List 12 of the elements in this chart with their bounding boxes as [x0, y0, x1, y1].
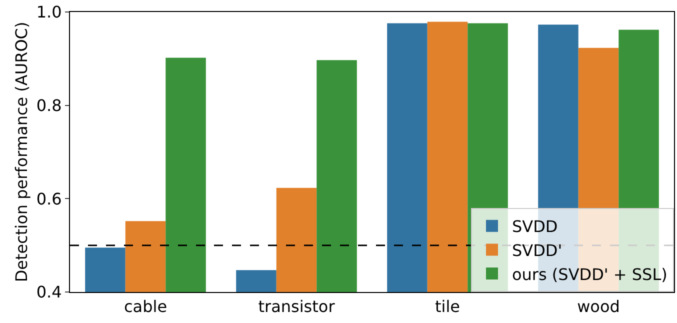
y-tick-label: 0.6 [36, 189, 62, 208]
x-tick-label: tile [434, 297, 460, 316]
x-tick-label: cable [124, 297, 168, 316]
y-tick-label: 0.8 [36, 96, 62, 115]
legend-label: SVDD [512, 217, 558, 236]
y-tick-label: 0.4 [36, 282, 62, 302]
x-tick-label: wood [577, 297, 620, 316]
legend-label: ours (SVDD' + SSL) [512, 264, 668, 284]
y-axis-title: Detection performance (AUROC) [12, 22, 32, 282]
y-tick-label: 1.0 [36, 2, 62, 22]
legend-label: SVDD' [512, 240, 562, 260]
x-tick-label: transistor [258, 297, 336, 316]
